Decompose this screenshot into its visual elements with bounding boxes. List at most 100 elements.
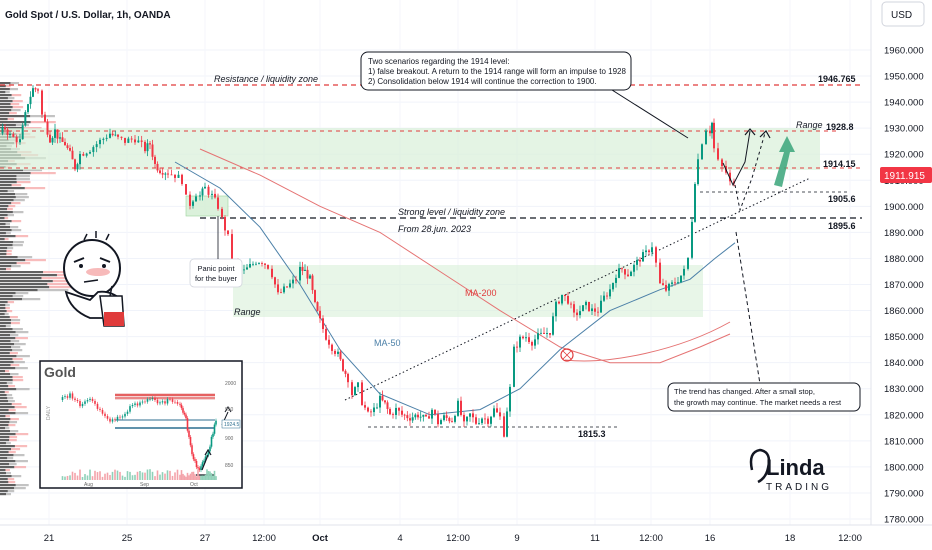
volume-bar-part [12,379,24,382]
trend-callout [667,382,861,412]
inset-candle-body [89,398,91,401]
volume-bar [0,418,11,421]
candle-body [662,283,664,285]
inset-volume-bar [101,476,104,480]
candle-body [280,292,282,294]
candle-body [211,193,213,195]
volume-bar-part [5,469,10,472]
time-label: 12:00 [446,533,470,544]
inset-candle-body [141,401,144,403]
candle-body [671,282,673,284]
volume-bar-part [23,169,43,172]
volume-bar [0,91,6,94]
volume-bar [0,328,13,331]
volume-bar [0,304,6,307]
volume-bar-part [5,370,10,373]
inset-y-900: 900 [225,436,234,442]
volume-bar [0,118,8,121]
candle-body [594,308,596,312]
candle-body [534,339,536,346]
candle-body [92,147,95,153]
volume-bar-part [6,253,12,256]
volume-bar [0,484,16,487]
inset-volume-bar [169,470,171,480]
inset-volume-bar [179,474,181,480]
candle-body [567,295,569,304]
candle-body [406,415,409,419]
inset-volume-bar [192,471,195,480]
volume-bar [0,217,5,220]
volume-bar-part [15,337,28,340]
candle-body [342,359,344,371]
volume-bar-part [13,199,25,202]
candle-body [713,122,715,149]
candle-body [12,134,15,137]
inset-candle-body [197,467,199,469]
candle-body [354,387,356,396]
volume-bar-part [12,295,24,298]
volume-bar [0,487,15,490]
inset-candle-body [166,399,169,404]
inset-candle-body [116,416,119,421]
inset-candle-body [149,398,151,400]
candle-body [27,104,29,113]
candle-body [384,400,386,403]
scenario-line-1: Two scenarios regarding the 1914 level: [368,57,509,66]
volume-bar-part [7,490,15,493]
volume-bar [0,277,42,280]
candle-body [243,269,245,271]
inset-candle-body [84,401,86,404]
candle-body [537,333,539,340]
inset-volume-bar [116,470,119,480]
volume-bar [0,397,8,400]
candle-body [588,301,590,312]
inset-volume-bar [180,470,183,480]
inset-candle-body [204,456,207,461]
inset-candle-body [188,430,190,437]
candle-body [389,408,391,415]
ma50-label: MA-50 [374,338,401,348]
candle-body [582,305,584,312]
candle-body [401,410,403,415]
volume-bar-part [24,187,46,190]
candle-body [95,144,98,148]
currency-button[interactable] [881,1,925,27]
candle-body [543,332,545,334]
inset-volume-bar [141,472,144,480]
candle-body [306,269,309,279]
trend-line[interactable] [344,177,811,401]
time-axis[interactable]: 21 25 27 12:00 Oct 4 12:00 9 11 12:00 16 18 12:00 [44,533,862,544]
volume-bar-part [5,223,11,226]
inset-volume-bar [151,471,154,480]
volume-bar [0,124,16,127]
price-label: 1900.000 [884,202,924,213]
candle-body [124,137,126,143]
volume-bar-part [4,238,9,241]
price-label: 1940.000 [884,98,924,109]
candle-body [513,346,515,387]
inset-candle-body [146,399,149,402]
candle-body [271,268,273,278]
candle-body [454,415,456,422]
candle-body [555,301,557,317]
candle-body [319,310,321,319]
inset-volume-bar [198,475,201,480]
brand-name: Linda [766,455,825,480]
inset-volume-bar [203,475,205,480]
candle-body [493,408,495,417]
candle-body [490,416,492,424]
candles [1,85,735,438]
scenario-line-2: 1) false breakout. A return to the 1914 … [368,67,626,76]
inset-volume-bar [69,475,71,480]
chart-title: Gold Spot / U.S. Dollar, 1h, OANDA [5,10,171,21]
inset-candle-body [74,398,76,400]
time-label: 12:00 [639,533,663,544]
volume-bar-part [11,184,22,187]
candle-body [683,268,685,276]
inset-candle-body [194,459,196,461]
volume-bar-part [11,229,22,232]
volume-bar [0,400,9,403]
candle-body [255,263,257,265]
volume-bar [0,370,6,373]
